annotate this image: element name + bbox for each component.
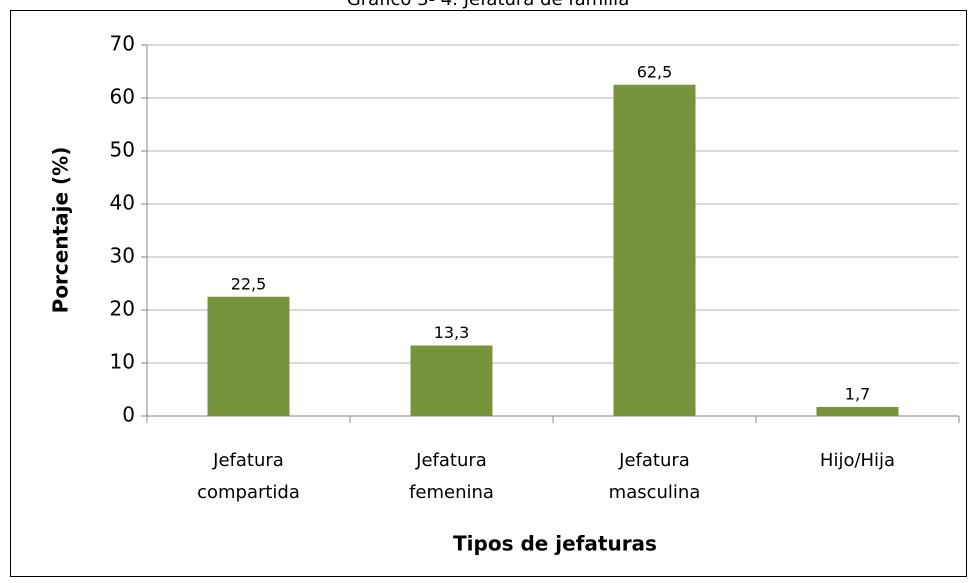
y-tick-label: 70: [110, 32, 135, 56]
y-tick-label: 10: [110, 350, 135, 374]
chart-title: Gráfico 3- 4. Jefatura de familia: [347, 0, 629, 10]
bar: [816, 406, 899, 416]
x-tick-label: Jefatura compartida: [197, 450, 300, 503]
data-label: 22,5: [231, 274, 267, 293]
x-axis-title: Tipos de jefaturas: [453, 532, 657, 556]
bar: [207, 296, 290, 416]
y-tick-label: 20: [110, 297, 135, 321]
chart-frame: [10, 10, 967, 577]
y-axis-title: Porcentaje (%): [49, 147, 73, 314]
y-tick-label: 0: [122, 403, 135, 427]
y-tick-label: 40: [110, 191, 135, 215]
y-tick-label: 50: [110, 138, 135, 162]
data-label: 1,7: [845, 384, 870, 403]
bar: [410, 345, 493, 416]
y-tick-label: 30: [110, 244, 135, 268]
x-tick-label: Hijo/Hija: [820, 450, 895, 471]
data-label: 13,3: [434, 323, 470, 342]
data-label: 62,5: [637, 62, 673, 81]
bar: [613, 84, 696, 416]
x-tick-label: Jefatura femenina: [409, 450, 494, 503]
x-tick-label: Jefatura masculina: [609, 450, 701, 503]
y-tick-label: 60: [110, 85, 135, 109]
